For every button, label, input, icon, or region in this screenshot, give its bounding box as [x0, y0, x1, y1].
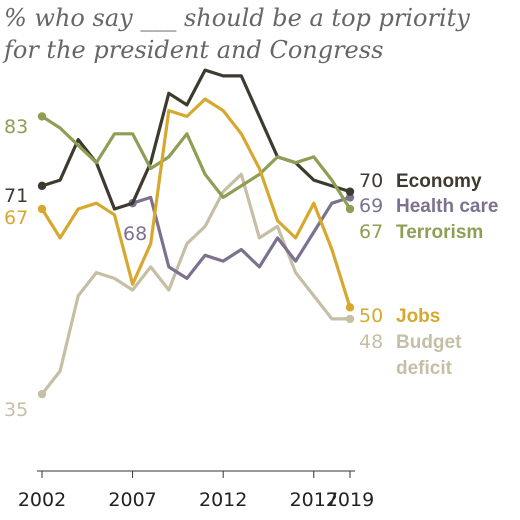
economy-line	[40, 68, 352, 211]
jobs-end-value: 50	[359, 305, 383, 327]
economy-start-point	[37, 181, 47, 191]
health-care-series-label: Health care	[396, 196, 498, 217]
economy-end-value: 70	[359, 170, 383, 192]
x-tick-label: 2012	[199, 489, 247, 511]
chart-title-line-1: % who say ___ should be a top priority	[4, 4, 470, 32]
x-tick-label: 2017	[290, 489, 338, 511]
terror-end-point	[345, 204, 355, 214]
x-tick-label: 2002	[18, 489, 66, 511]
terror-start-value: 83	[4, 116, 28, 138]
deficit-line	[40, 172, 352, 396]
budget-deficit-series-label-line-2: deficit	[396, 358, 453, 379]
deficit-start-value: 35	[4, 399, 28, 421]
chart-title-line-2: for the president and Congress	[4, 36, 384, 64]
economy-series-label: Economy	[396, 171, 482, 192]
budget-deficit-series-label-line-1: Budget	[396, 332, 462, 353]
x-tick-label: 2007	[108, 489, 156, 511]
jobs-end-point	[345, 303, 355, 312]
terrorism-end-value: 67	[359, 221, 383, 243]
deficit-end-point	[345, 314, 355, 324]
terror-line	[40, 114, 352, 211]
terror-start-point	[37, 112, 47, 121]
chart-title: % who say ___ should be a top priority f…	[4, 2, 516, 66]
budget-deficit-end-value: 48	[359, 331, 383, 353]
health-line	[131, 195, 352, 280]
economy-start-value: 71	[4, 185, 28, 207]
jobs-line	[40, 97, 352, 309]
terrorism-series-label: Terrorism	[396, 222, 483, 243]
health-care-end-value: 69	[359, 195, 383, 217]
health-end-point	[345, 193, 355, 202]
deficit-start-point	[37, 389, 47, 399]
health-start-value: 68	[123, 223, 147, 245]
jobs-start-value: 67	[4, 207, 28, 229]
jobs-start-point	[37, 204, 47, 214]
jobs-series-label: Jobs	[396, 306, 440, 327]
economy-end-point	[345, 187, 355, 196]
x-tick-label: 2019	[326, 489, 374, 511]
